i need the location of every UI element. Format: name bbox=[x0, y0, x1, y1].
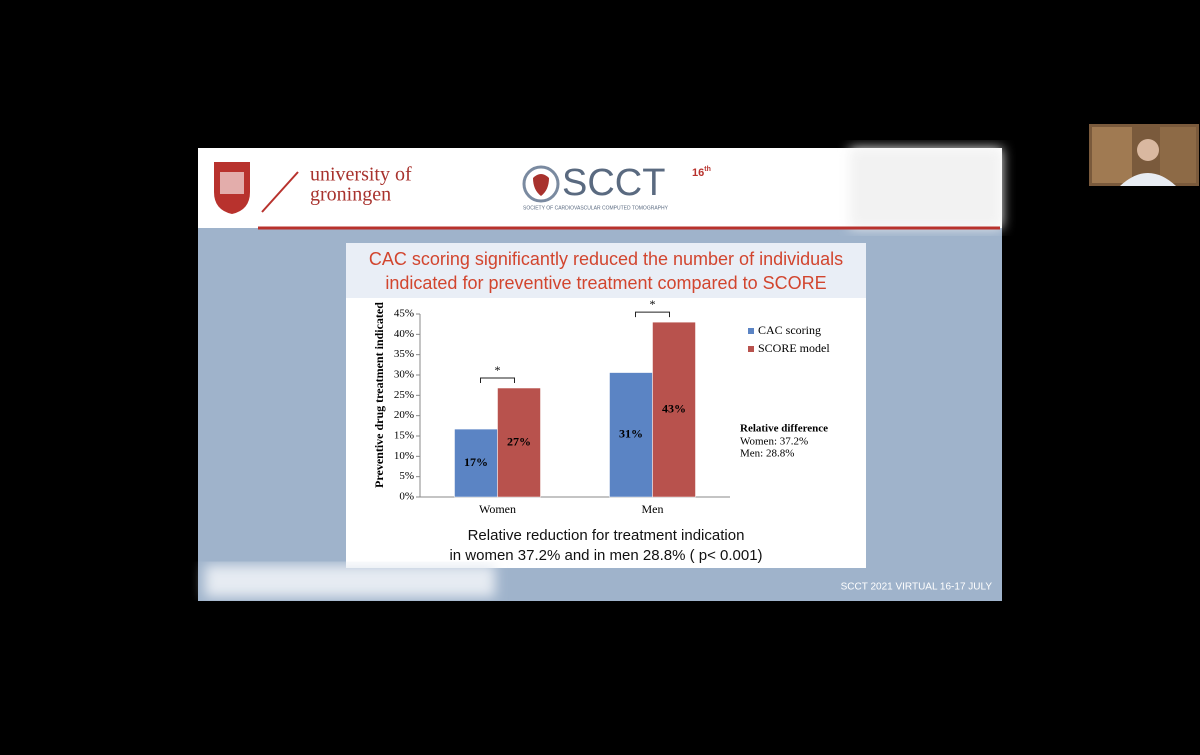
legend-swatch bbox=[748, 346, 754, 352]
university-name: groningen bbox=[310, 184, 391, 206]
relative-difference-line: Men: 28.8% bbox=[740, 448, 794, 460]
legend-swatch bbox=[748, 328, 754, 334]
data-label: 43% bbox=[662, 401, 686, 415]
caption: in women 37.2% and in men 28.8% ( p< 0.0… bbox=[449, 547, 762, 564]
y-tick-label: 5% bbox=[399, 470, 414, 482]
slide-title: CAC scoring significantly reduced the nu… bbox=[369, 249, 843, 269]
edition: 16th bbox=[692, 166, 711, 179]
y-tick-label: 20% bbox=[394, 409, 414, 421]
edition-suffix: th bbox=[704, 166, 711, 173]
slide-title: indicated for preventive treatment compa… bbox=[385, 273, 826, 293]
y-tick-label: 0% bbox=[399, 491, 414, 503]
x-tick-label: Men bbox=[642, 502, 664, 516]
plot: 0% 5% 10% 15% 20% 25% 30% 35% 40% 45% Women 17% 27% *… bbox=[394, 297, 831, 516]
legend-label: CAC scoring bbox=[758, 323, 821, 337]
society-emblem bbox=[522, 165, 560, 203]
relative-difference-line: Women: 37.2% bbox=[740, 436, 808, 448]
y-tick-label: 40% bbox=[394, 328, 414, 340]
society-name: SOCIETY OF CARDIOVASCULAR COMPUTED TOMOG… bbox=[523, 205, 669, 211]
bar bbox=[454, 428, 498, 498]
bar bbox=[652, 321, 696, 498]
data-label: 27% bbox=[507, 434, 531, 448]
bar bbox=[497, 387, 541, 498]
y-tick-label: 35% bbox=[394, 348, 414, 360]
bar bbox=[609, 372, 653, 498]
society-logo: SCCT bbox=[562, 162, 665, 204]
significance-mark: * bbox=[650, 297, 656, 311]
webcam bbox=[1089, 124, 1199, 186]
data-label: 31% bbox=[619, 427, 643, 441]
x-tick-label: Women bbox=[479, 502, 516, 516]
footer: SCCT 2021 VIRTUAL 16-17 JULY bbox=[841, 582, 993, 593]
university-name: university of bbox=[310, 164, 412, 186]
divider bbox=[261, 171, 299, 213]
y-axis-label: Preventive drug treatment indicated bbox=[372, 302, 386, 488]
heart-icon bbox=[533, 174, 549, 196]
y-tick-label: 25% bbox=[394, 389, 414, 401]
y-tick-label: 45% bbox=[394, 308, 414, 320]
relative-difference-title: Relative difference bbox=[740, 423, 828, 435]
significance-bracket bbox=[635, 311, 670, 318]
blur bbox=[850, 148, 1002, 228]
y-tick-label: 10% bbox=[394, 450, 414, 462]
edition-number: 16 bbox=[692, 167, 704, 179]
caption: Relative reduction for treatment indicat… bbox=[468, 527, 745, 544]
blur bbox=[205, 565, 495, 597]
data-label: 17% bbox=[464, 455, 488, 469]
y-tick-label: 15% bbox=[394, 430, 414, 442]
title-band bbox=[346, 243, 866, 298]
y-tick-label: 30% bbox=[394, 369, 414, 381]
crest-detail bbox=[220, 172, 244, 194]
legend-label: SCORE model bbox=[758, 341, 830, 355]
significance-bracket bbox=[480, 377, 515, 384]
significance-mark: * bbox=[495, 363, 501, 377]
